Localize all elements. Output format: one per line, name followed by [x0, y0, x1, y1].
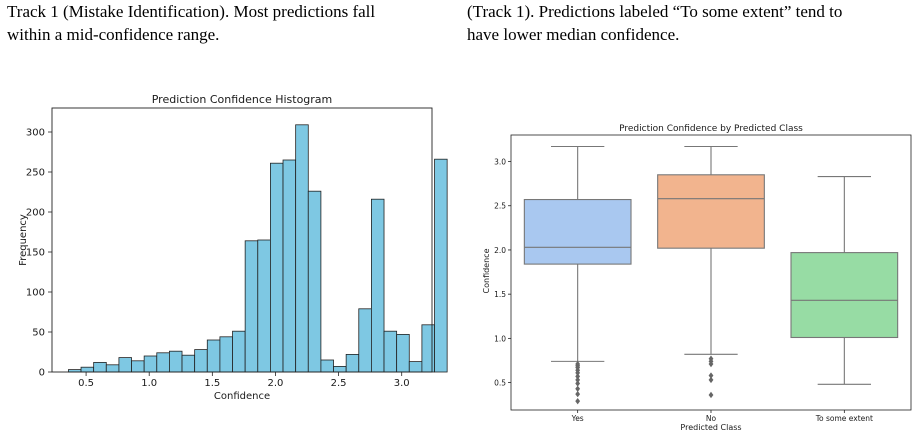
y-tick-label: 3.0 — [494, 158, 506, 167]
outlier-point — [575, 385, 581, 392]
figure-caption-left: Track 1 (Mistake Identification). Most p… — [7, 0, 449, 46]
outlier-point — [575, 397, 581, 405]
histogram-bar — [434, 158, 448, 373]
x-axis-label: Confidence — [214, 391, 270, 402]
y-tick-label: 200 — [26, 208, 45, 219]
outlier-point — [708, 376, 714, 384]
caption-line: (Track 1). Predictions labeled “To some … — [467, 2, 843, 21]
outlier-point — [575, 376, 581, 384]
box-iqr — [790, 252, 899, 339]
y-tick-label: 2.5 — [494, 202, 506, 211]
y-tick-label: 250 — [26, 168, 45, 179]
y-tick-label: 300 — [26, 128, 45, 139]
caption-line: Track 1 (Mistake Identification). Most p… — [7, 2, 376, 21]
y-tick-label: 1.5 — [494, 290, 506, 299]
y-tick-label: 50 — [32, 328, 45, 339]
y-tick-label: 0.5 — [494, 379, 506, 388]
x-tick-label: 2.5 — [331, 378, 347, 389]
caption-line: within a mid-confidence range. — [7, 25, 220, 44]
plot-frame — [51, 107, 433, 373]
y-axis-label: Confidence — [482, 248, 491, 293]
y-axis-label: Frequency — [18, 214, 29, 266]
figure-caption-right: (Track 1). Predictions labeled “To some … — [467, 0, 917, 46]
x-tick-label: Yes — [571, 414, 584, 423]
outlier-point — [575, 380, 581, 387]
x-axis-label: Predicted Class — [680, 423, 741, 432]
outlier-point — [708, 355, 714, 362]
outlier-point — [575, 360, 581, 368]
plot-frame — [510, 134, 912, 411]
box-iqr — [523, 198, 632, 265]
x-tick-label: 1.5 — [204, 378, 220, 389]
y-tick-label: 100 — [26, 288, 45, 299]
outlier-point — [575, 390, 581, 398]
x-tick-label: 0.5 — [78, 378, 94, 389]
x-tick-label: 1.0 — [141, 378, 157, 389]
x-tick-label: To some extent — [815, 414, 873, 423]
outlier-point — [708, 372, 714, 379]
chart-title: Prediction Confidence by Predicted Class — [619, 124, 803, 134]
outlier-point — [575, 373, 581, 380]
chart-title: Prediction Confidence Histogram — [152, 93, 333, 106]
histogram-chart: Prediction Confidence Histogram Confiden… — [18, 93, 448, 402]
y-tick-label: 1.0 — [494, 334, 506, 343]
box-iqr — [657, 174, 765, 249]
y-tick-label: 2.0 — [494, 246, 506, 255]
x-tick-label: 2.0 — [268, 378, 284, 389]
y-tick-label: 0 — [39, 368, 45, 379]
x-tick-label: 3.0 — [394, 378, 410, 389]
outlier-point — [708, 391, 714, 399]
caption-line: have lower median confidence. — [467, 25, 680, 44]
y-tick-label: 150 — [26, 248, 45, 259]
x-tick-label: No — [706, 414, 717, 423]
